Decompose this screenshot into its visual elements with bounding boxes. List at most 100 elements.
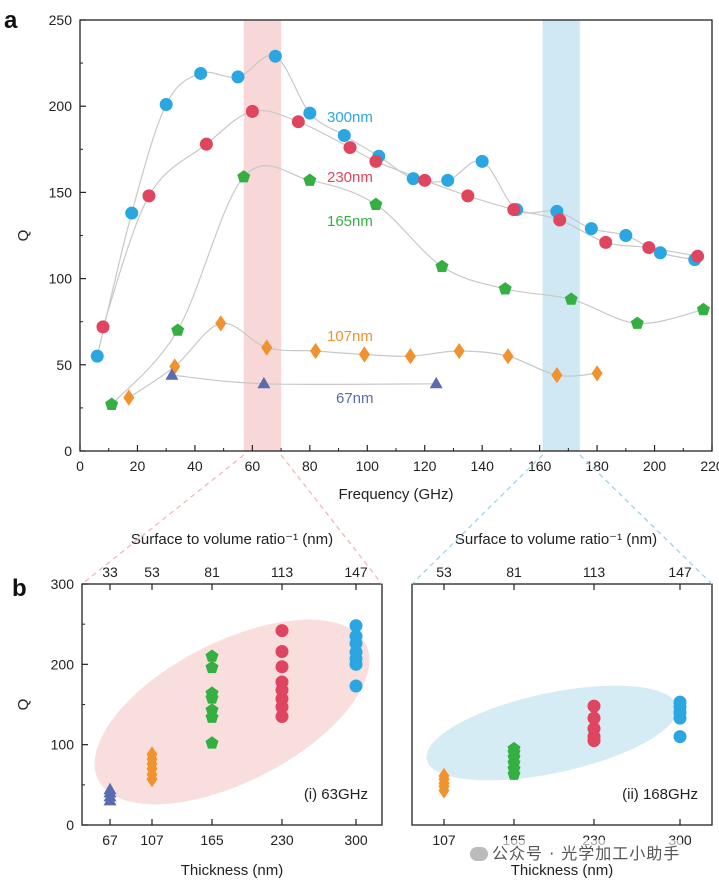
y-tick-label: 200 — [49, 98, 73, 114]
165nm-point — [205, 649, 219, 662]
series-300nm — [349, 619, 363, 693]
series-label-107nm: 107nm — [327, 328, 373, 345]
230nm-point — [275, 644, 289, 658]
165nm-point — [171, 323, 185, 336]
highlight-ellipse — [94, 619, 370, 805]
x-tick-label: 20 — [130, 458, 146, 474]
300nm-point — [90, 349, 104, 363]
top-axis-title: Surface to volume ratio⁻¹ (nm) — [131, 531, 333, 548]
300nm-point — [337, 129, 351, 143]
300nm-point — [349, 619, 363, 633]
top-tick-label: 53 — [144, 564, 160, 580]
series-label-165nm: 165nm — [327, 213, 373, 230]
x-tick-label: 40 — [187, 458, 203, 474]
230nm-point — [343, 141, 357, 155]
series-label-230nm: 230nm — [327, 169, 373, 186]
panel-label-b: b — [12, 575, 27, 602]
blue-band — [542, 20, 580, 451]
x-tick-label: 180 — [585, 458, 609, 474]
230nm-point — [275, 660, 289, 674]
165nm-point — [507, 741, 521, 755]
300nm-point — [349, 629, 363, 643]
300nm-point — [159, 97, 173, 111]
300nm-point — [584, 222, 598, 236]
plot-frame — [411, 583, 713, 826]
y-tick-label: 200 — [51, 656, 75, 672]
230nm-point — [275, 675, 289, 689]
107nm-point — [502, 348, 514, 365]
107nm-point — [123, 389, 135, 406]
x-tick-label: 160 — [528, 458, 552, 474]
x-tick-label: 80 — [302, 458, 318, 474]
107nm-point — [215, 315, 227, 332]
watermark-text: 公众号 · 光学加工小助手 — [492, 844, 681, 863]
230nm-point — [291, 115, 305, 129]
107nm-point — [438, 767, 450, 785]
x-axis-title: Thickness (nm) — [511, 862, 614, 879]
300nm-point — [619, 229, 633, 242]
series-165nm — [507, 741, 521, 780]
y-tick-label: 250 — [49, 12, 73, 28]
y-axis-title: Q — [15, 230, 32, 242]
series-300nm — [673, 695, 687, 744]
230nm-point — [642, 241, 656, 255]
165nm-point — [564, 292, 578, 305]
300nm-point — [125, 206, 139, 220]
230nm-point — [587, 699, 601, 713]
165nm-point — [369, 197, 383, 210]
y-tick-label: 150 — [49, 184, 73, 200]
230nm-point — [587, 722, 601, 736]
highlight-ellipse — [426, 685, 678, 781]
x-tick-label: 100 — [356, 458, 380, 474]
x-tick-label: 300 — [344, 832, 368, 848]
107nm-point — [404, 348, 416, 365]
300nm-point — [673, 730, 687, 744]
67nm-point — [429, 376, 443, 389]
x-tick-label: 230 — [270, 832, 294, 848]
y-tick-label: 300 — [51, 576, 75, 592]
230nm-point — [553, 213, 567, 227]
107nm-point — [261, 339, 273, 356]
165nm-point — [205, 703, 219, 716]
67nm-curve — [171, 374, 437, 386]
165nm-curve — [111, 165, 704, 405]
top-tick-label: 147 — [344, 564, 368, 580]
connector-blue-right — [579, 454, 713, 585]
300nm-point — [194, 66, 208, 80]
230nm-point — [587, 711, 601, 725]
x-tick-label: 140 — [471, 458, 495, 474]
top-tick-label: 81 — [204, 564, 220, 580]
230nm-point — [599, 235, 613, 249]
230nm-point — [507, 203, 521, 217]
series-230nm — [96, 104, 705, 334]
300nm-point — [303, 106, 317, 120]
top-tick-label: 113 — [583, 564, 606, 580]
connector-pink-right — [280, 454, 383, 585]
top-tick-label: 33 — [102, 564, 118, 580]
165nm-point — [303, 173, 317, 186]
series-165nm — [205, 649, 219, 749]
165nm-point — [630, 316, 644, 329]
165nm-point — [105, 397, 119, 410]
y-tick-label: 100 — [49, 271, 73, 287]
plot-frame — [79, 19, 713, 452]
300nm-point — [673, 695, 687, 709]
x-tick-label: 200 — [643, 458, 667, 474]
top-tick-label: 53 — [436, 564, 452, 580]
connector-lines — [81, 454, 713, 585]
230nm-point — [275, 710, 289, 724]
wechat-icon — [470, 847, 488, 861]
165nm-point — [696, 302, 710, 316]
x-tick-label: 67 — [102, 832, 118, 848]
series-107nm — [123, 315, 603, 406]
230nm-point — [418, 173, 432, 187]
top-tick-label: 147 — [668, 564, 692, 580]
y-tick-label: 0 — [64, 443, 72, 459]
top-axis-title: Surface to volume ratio⁻¹ (nm) — [455, 531, 657, 548]
top-tick-label: 113 — [271, 564, 294, 580]
series-107nm — [146, 746, 158, 788]
230nm-point — [96, 320, 110, 334]
230nm-point — [691, 249, 705, 263]
107nm-point — [551, 367, 563, 384]
